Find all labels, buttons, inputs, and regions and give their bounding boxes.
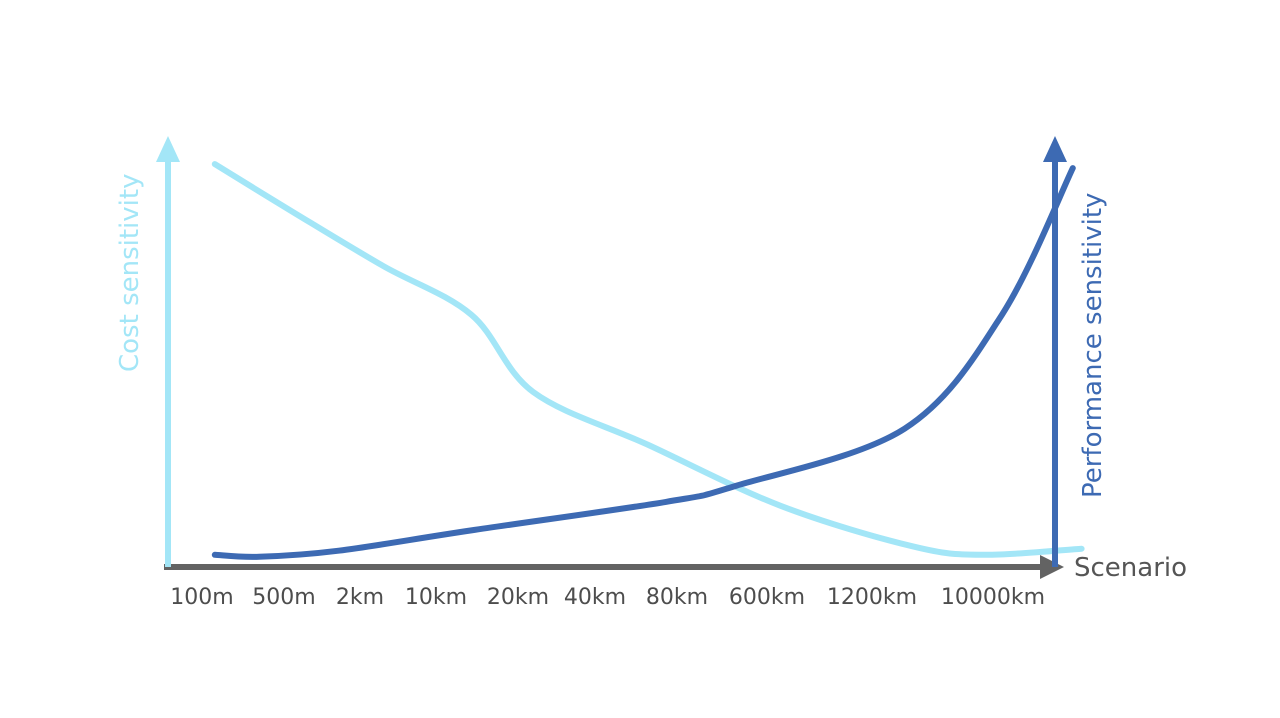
series-layer	[211, 161, 1085, 560]
x-tick-label: 2km	[336, 585, 384, 610]
x-tick-label: 10000km	[941, 585, 1045, 610]
x-tick-label: 80km	[646, 585, 708, 610]
tick-labels: 100m 500m 2km 10km 20km 40km 80km 600km 1200km 10…	[170, 585, 1045, 610]
x-tick-label: 10km	[405, 585, 467, 610]
left-y-axis-arrow-icon	[156, 136, 180, 162]
performance-sensitivity-line	[211, 165, 1076, 560]
x-tick-label: 600km	[729, 585, 805, 610]
x-tick-label: 1200km	[827, 585, 917, 610]
x-tick-label: 100m	[170, 585, 233, 610]
right-y-axis-title: Performance sensitivity	[1078, 193, 1108, 498]
axes-layer	[156, 136, 1067, 579]
x-axis-title: Scenario	[1074, 553, 1187, 583]
x-tick-label: 20km	[487, 585, 549, 610]
x-tick-label: 40km	[564, 585, 626, 610]
x-tick-label: 500m	[252, 585, 315, 610]
right-y-axis-arrow-icon	[1043, 136, 1067, 162]
cost-sensitivity-line	[211, 161, 1085, 558]
left-y-axis-title: Cost sensitivity	[115, 174, 145, 372]
